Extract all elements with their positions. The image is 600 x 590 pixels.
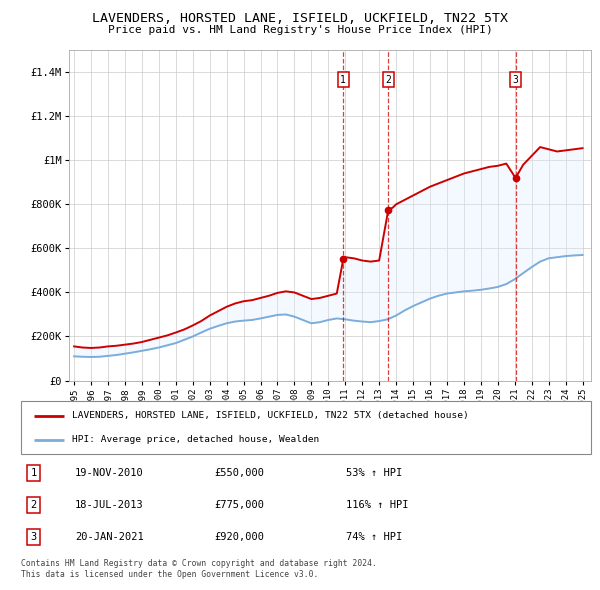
- Text: 3: 3: [512, 75, 518, 85]
- Text: Price paid vs. HM Land Registry's House Price Index (HPI): Price paid vs. HM Land Registry's House …: [107, 25, 493, 35]
- Text: 2: 2: [385, 75, 391, 85]
- Text: 2: 2: [31, 500, 37, 510]
- Text: 20-JAN-2021: 20-JAN-2021: [75, 532, 144, 542]
- FancyBboxPatch shape: [21, 401, 591, 454]
- Text: 3: 3: [31, 532, 37, 542]
- Text: £775,000: £775,000: [215, 500, 265, 510]
- Text: This data is licensed under the Open Government Licence v3.0.: This data is licensed under the Open Gov…: [21, 570, 319, 579]
- Text: 19-NOV-2010: 19-NOV-2010: [75, 468, 144, 478]
- Text: £920,000: £920,000: [215, 532, 265, 542]
- Text: £550,000: £550,000: [215, 468, 265, 478]
- Text: Contains HM Land Registry data © Crown copyright and database right 2024.: Contains HM Land Registry data © Crown c…: [21, 559, 377, 568]
- Text: LAVENDERS, HORSTED LANE, ISFIELD, UCKFIELD, TN22 5TX (detached house): LAVENDERS, HORSTED LANE, ISFIELD, UCKFIE…: [73, 411, 469, 420]
- Text: 18-JUL-2013: 18-JUL-2013: [75, 500, 144, 510]
- Text: 74% ↑ HPI: 74% ↑ HPI: [346, 532, 402, 542]
- Text: LAVENDERS, HORSTED LANE, ISFIELD, UCKFIELD, TN22 5TX: LAVENDERS, HORSTED LANE, ISFIELD, UCKFIE…: [92, 12, 508, 25]
- Text: 116% ↑ HPI: 116% ↑ HPI: [346, 500, 409, 510]
- Text: HPI: Average price, detached house, Wealden: HPI: Average price, detached house, Weal…: [73, 435, 320, 444]
- Text: 1: 1: [31, 468, 37, 478]
- Text: 1: 1: [340, 75, 346, 85]
- Text: 53% ↑ HPI: 53% ↑ HPI: [346, 468, 402, 478]
